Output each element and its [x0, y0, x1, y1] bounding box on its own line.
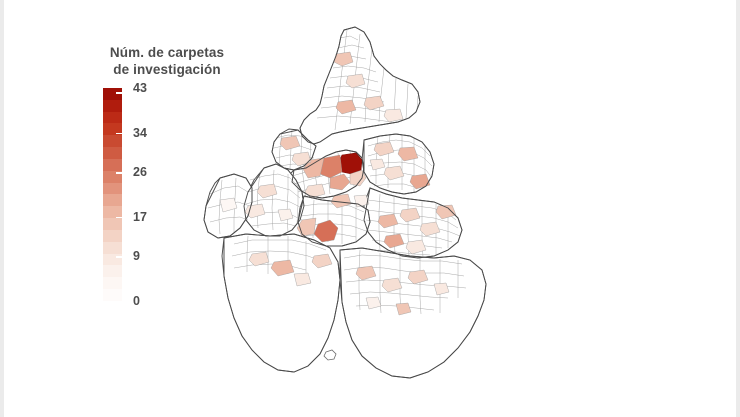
colorbar-label-9: 9	[133, 249, 140, 264]
colorbar-band-15	[103, 265, 122, 278]
left-edge-strip	[0, 0, 4, 417]
right-edge-strip	[736, 0, 740, 417]
colorbar-wrapper: 43 34 26 17 9 0	[103, 81, 233, 308]
colorbar-label-17: 17	[133, 209, 147, 224]
colorbar-band-13	[103, 241, 122, 254]
map-island-detail	[323, 349, 337, 361]
colorbar-band-16	[103, 277, 122, 290]
map-borough-boundaries	[203, 26, 487, 379]
colorbar-label-26: 26	[133, 165, 147, 180]
legend-title-line-2: de investigación	[113, 62, 221, 77]
map-value-polygons	[219, 51, 457, 316]
colorbar-tick-0	[116, 301, 123, 303]
legend-title: Núm. de carpetas de investigación	[94, 44, 240, 78]
legend-title-line-1: Núm. de carpetas	[109, 45, 225, 60]
colorbar-band-8	[103, 182, 122, 195]
map-svg	[203, 26, 487, 379]
choropleth-map	[190, 18, 520, 408]
colorbar-tick-34	[116, 132, 123, 135]
colorbar-tick-26	[116, 172, 123, 174]
colorbar-band-11	[103, 218, 122, 230]
colorbar-band-6	[103, 158, 122, 171]
colorbar-tick-9	[116, 256, 123, 258]
colorbar-band-3	[103, 123, 122, 136]
colorbar-band-10	[103, 206, 122, 219]
colorbar-label-34: 34	[133, 125, 147, 140]
legend: Núm. de carpetas de investigación 43 34 26…	[94, 44, 244, 319]
colorbar-band-4	[103, 135, 122, 148]
colorbar-tick-top	[116, 92, 123, 94]
colorbar-band-9	[103, 194, 122, 207]
colorbar-label-43: 43	[133, 81, 147, 95]
colorbar-band-14	[103, 253, 122, 266]
colorbar-band-7	[103, 170, 122, 183]
colorbar-band-2	[103, 111, 122, 124]
colorbar-band-17	[103, 289, 122, 301]
colorbar-label-0: 0	[133, 294, 140, 308]
colorbar-band-12	[103, 229, 122, 242]
colorbar-band-5	[103, 147, 122, 159]
colorbar	[103, 88, 122, 301]
colorbar-tick-17	[116, 216, 123, 219]
colorbar-band-0	[103, 88, 122, 100]
colorbar-band-1	[103, 99, 122, 112]
